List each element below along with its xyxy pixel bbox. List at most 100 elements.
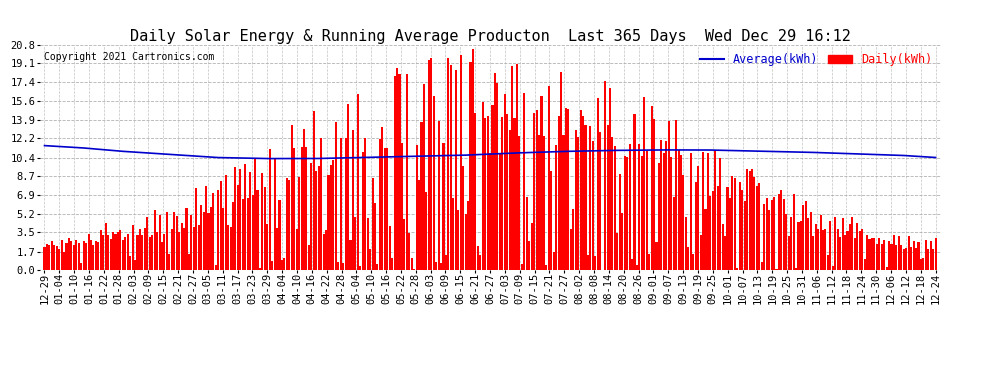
Bar bbox=[256, 190, 258, 270]
Bar bbox=[722, 224, 724, 270]
Bar bbox=[574, 130, 577, 270]
Bar bbox=[366, 218, 368, 270]
Bar bbox=[856, 224, 858, 270]
Bar bbox=[161, 242, 163, 270]
Bar bbox=[477, 246, 479, 270]
Bar bbox=[271, 261, 273, 270]
Bar bbox=[842, 218, 843, 270]
Bar bbox=[868, 239, 870, 270]
Bar bbox=[318, 166, 320, 270]
Bar bbox=[276, 228, 278, 270]
Bar bbox=[861, 229, 863, 270]
Bar bbox=[499, 153, 501, 270]
Bar bbox=[210, 207, 212, 270]
Bar bbox=[832, 266, 834, 270]
Bar bbox=[147, 216, 148, 270]
Bar bbox=[232, 202, 234, 270]
Bar bbox=[361, 152, 363, 270]
Bar bbox=[431, 58, 433, 270]
Bar bbox=[531, 223, 533, 270]
Bar bbox=[900, 244, 902, 270]
Bar bbox=[230, 226, 232, 270]
Bar bbox=[810, 212, 812, 270]
Bar bbox=[153, 210, 155, 270]
Bar bbox=[120, 230, 122, 270]
Bar bbox=[298, 177, 300, 270]
Bar bbox=[205, 186, 207, 270]
Bar bbox=[524, 93, 526, 270]
Bar bbox=[78, 243, 80, 270]
Bar bbox=[85, 243, 87, 270]
Bar bbox=[178, 232, 180, 270]
Bar bbox=[739, 182, 741, 270]
Bar bbox=[134, 260, 136, 270]
Bar bbox=[920, 259, 922, 270]
Bar bbox=[170, 229, 173, 270]
Bar bbox=[538, 135, 541, 270]
Bar bbox=[102, 236, 104, 270]
Bar bbox=[443, 143, 445, 270]
Bar bbox=[743, 201, 745, 270]
Bar bbox=[310, 163, 313, 270]
Bar bbox=[933, 249, 935, 270]
Bar bbox=[247, 198, 248, 270]
Bar bbox=[751, 169, 753, 270]
Bar bbox=[560, 72, 562, 270]
Bar bbox=[416, 145, 418, 270]
Bar bbox=[665, 141, 667, 270]
Bar bbox=[555, 145, 557, 270]
Bar bbox=[183, 228, 185, 270]
Bar bbox=[447, 57, 449, 270]
Bar bbox=[225, 175, 227, 270]
Bar bbox=[853, 238, 856, 270]
Bar bbox=[428, 60, 430, 270]
Bar bbox=[541, 96, 543, 270]
Bar bbox=[612, 137, 614, 270]
Bar bbox=[592, 141, 594, 270]
Bar bbox=[729, 198, 731, 270]
Bar bbox=[433, 96, 435, 270]
Bar bbox=[156, 232, 158, 270]
Title: Daily Solar Energy & Running Average Producton  Last 365 Days  Wed Dec 29 16:12: Daily Solar Energy & Running Average Pro… bbox=[130, 29, 850, 44]
Bar bbox=[915, 248, 917, 270]
Bar bbox=[587, 255, 589, 270]
Text: Copyright 2021 Cartronics.com: Copyright 2021 Cartronics.com bbox=[45, 52, 215, 62]
Bar bbox=[381, 128, 383, 270]
Bar bbox=[110, 239, 112, 270]
Bar bbox=[494, 73, 496, 270]
Bar bbox=[714, 150, 717, 270]
Bar bbox=[308, 245, 310, 270]
Bar bbox=[631, 260, 633, 270]
Bar bbox=[579, 110, 582, 270]
Bar bbox=[543, 136, 545, 270]
Bar bbox=[746, 169, 748, 270]
Bar bbox=[237, 185, 239, 270]
Bar bbox=[918, 242, 920, 270]
Bar bbox=[677, 150, 679, 270]
Bar bbox=[562, 135, 564, 270]
Bar bbox=[173, 212, 175, 270]
Bar bbox=[925, 240, 927, 270]
Bar bbox=[53, 245, 55, 270]
Bar bbox=[851, 217, 853, 270]
Bar bbox=[687, 247, 689, 270]
Bar bbox=[705, 209, 707, 270]
Legend: Average(kWh), Daily(kWh): Average(kWh), Daily(kWh) bbox=[698, 51, 935, 69]
Bar bbox=[240, 170, 242, 270]
Bar bbox=[511, 66, 513, 270]
Bar bbox=[124, 237, 127, 270]
Bar bbox=[220, 182, 222, 270]
Bar bbox=[692, 254, 694, 270]
Bar bbox=[423, 84, 425, 270]
Bar bbox=[653, 119, 655, 270]
Bar bbox=[663, 153, 665, 270]
Bar bbox=[406, 74, 408, 270]
Bar bbox=[391, 258, 393, 270]
Bar bbox=[369, 249, 371, 270]
Bar bbox=[648, 254, 650, 270]
Bar bbox=[436, 262, 438, 270]
Bar bbox=[634, 114, 636, 270]
Bar bbox=[396, 68, 398, 270]
Bar bbox=[261, 173, 263, 270]
Bar bbox=[374, 203, 376, 270]
